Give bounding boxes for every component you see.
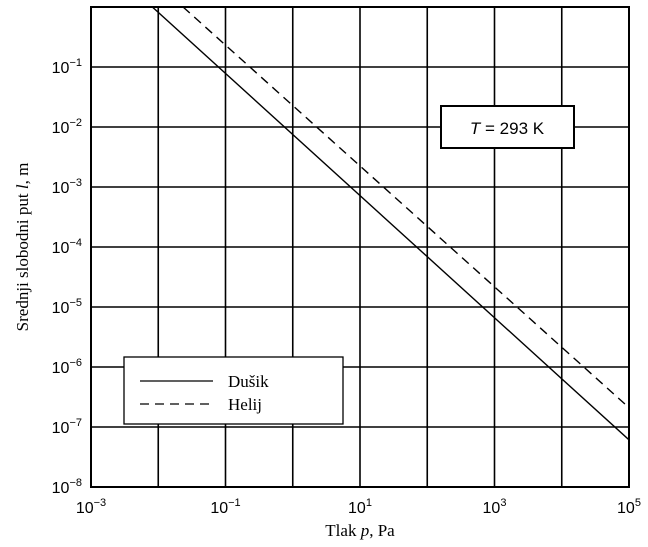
y-tick-label: 10−6	[52, 357, 82, 377]
temperature-annotation: T = 293 K	[440, 105, 575, 149]
series-layer	[151, 7, 629, 441]
y-tick-label: 10−1	[52, 57, 82, 77]
y-tick-label: 10−2	[52, 117, 82, 137]
legend-box	[123, 356, 344, 425]
annotation-text: T = 293 K	[470, 119, 545, 138]
y-tick-label: 10−3	[52, 177, 82, 197]
y-tick-label: 10−7	[52, 417, 82, 437]
y-axis-label: Srednji slobodni put l, m	[13, 163, 32, 332]
y-tick-label: 10−5	[52, 297, 82, 317]
x-tick-label: 103	[483, 497, 507, 517]
x-tick-labels: 10−3 10−1 101 103 105	[76, 497, 641, 517]
legend: Dušik Helij	[123, 356, 344, 425]
x-tick-label: 105	[617, 497, 641, 517]
y-tick-label: 10−8	[52, 477, 82, 497]
y-tick-label: 10−4	[52, 237, 82, 257]
series-line-dusik	[151, 7, 629, 441]
y-tick-labels: 10−8 10−7 10−6 10−5 10−4 10−3 10−2 10−1	[52, 57, 82, 497]
x-axis-label: Tlak p, Pa	[325, 521, 395, 540]
x-tick-label: 10−3	[76, 497, 106, 517]
plot-frame	[90, 6, 630, 488]
legend-label-helij: Helij	[228, 395, 262, 414]
x-tick-label: 101	[348, 497, 372, 517]
series-line-helij	[182, 7, 629, 409]
legend-label-dusik: Dušik	[228, 372, 269, 391]
x-tick-label: 10−1	[210, 497, 240, 517]
annotation-box	[440, 105, 575, 149]
